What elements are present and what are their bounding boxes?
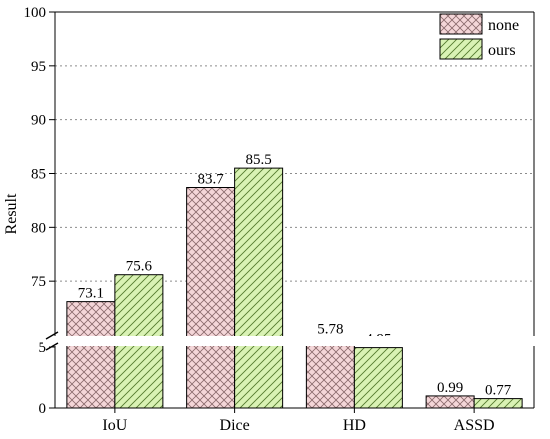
y-tick-label: 0 xyxy=(39,401,47,417)
bar-ours-dice xyxy=(234,167,284,409)
axis-break-mark xyxy=(45,331,59,340)
value-label-ours-assd: 0.77 xyxy=(485,383,512,399)
bar-none-iou xyxy=(66,301,116,409)
y-tick-label: 5 xyxy=(39,340,47,356)
y-tick-label: 80 xyxy=(31,220,46,236)
legend-label-ours: ours xyxy=(488,42,516,59)
legend-label-none: none xyxy=(488,17,519,34)
bar-none-assd xyxy=(425,395,475,409)
bar-ours-assd xyxy=(473,398,523,409)
y-axis-label: Result xyxy=(3,193,20,234)
x-tick-label-assd: ASSD xyxy=(454,417,495,434)
bar-none-dice xyxy=(186,186,236,409)
y-tick-label: 75 xyxy=(31,274,46,290)
axis-break xyxy=(43,331,535,351)
bars xyxy=(66,167,523,409)
axis-break-mark xyxy=(45,342,59,351)
y-tick-label: 95 xyxy=(31,59,46,75)
axis-break-gap xyxy=(43,336,535,346)
y-axis-ticks: 75 80 85 90 95 100 0 5 xyxy=(24,5,55,417)
x-tick-label-hd: HD xyxy=(343,417,366,434)
x-axis-ticks: IoU Dice HD ASSD xyxy=(102,408,495,434)
y-tick-label: 85 xyxy=(31,167,46,183)
value-label-none-assd: 0.99 xyxy=(437,380,463,396)
value-label-ours-iou: 75.6 xyxy=(126,259,153,275)
x-tick-label-dice: Dice xyxy=(220,417,250,434)
x-tick-label-iou: IoU xyxy=(102,417,127,434)
value-label-ours-dice: 85.5 xyxy=(246,152,272,168)
legend: none ours xyxy=(439,13,519,60)
legend-swatch-none xyxy=(439,13,483,35)
legend-swatch-ours xyxy=(439,38,483,60)
y-tick-label: 90 xyxy=(31,113,46,129)
y-tick-label: 100 xyxy=(24,5,47,21)
value-label-none-hd: 5.78 xyxy=(317,321,343,337)
bar-none-hd xyxy=(305,336,355,409)
gridlines xyxy=(55,65,534,282)
bar-ours-hd xyxy=(353,347,403,409)
value-label-none-iou: 73.1 xyxy=(78,286,104,302)
value-label-none-dice: 83.7 xyxy=(198,171,225,187)
